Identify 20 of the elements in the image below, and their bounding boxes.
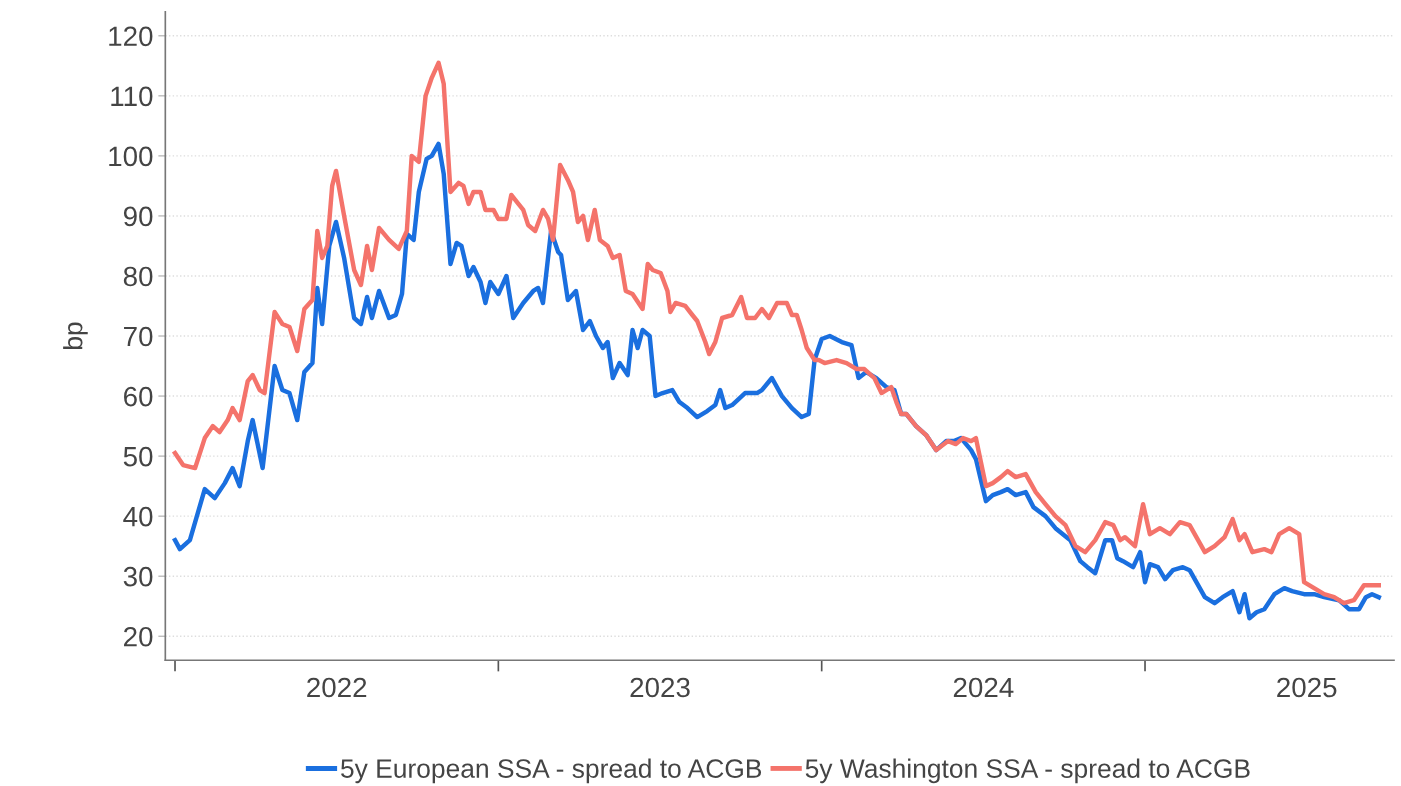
y-tick-label: 40 [123, 506, 153, 527]
y-tick-label: 110 [111, 86, 153, 107]
x-tick-label: 2025 [1277, 677, 1337, 698]
y-tick-label: 80 [123, 266, 153, 287]
y-tick-label: 70 [124, 326, 153, 347]
y-tick-label: 20 [124, 626, 153, 647]
y-tick-label: 60 [124, 386, 153, 407]
line-series [172, 60, 1382, 606]
x-tick-label: 2023 [630, 677, 690, 698]
y-tick-label: 120 [109, 26, 153, 47]
x-tick-label: 2024 [953, 677, 1014, 698]
y-tick-label: 50 [123, 446, 153, 467]
legend-label: 5y Washington SSA - spread to ACGB [805, 758, 1250, 784]
line-series [172, 141, 1382, 621]
legend-label: 5y European SSA - spread to ACGB [341, 758, 762, 784]
y-tick-label: 90 [123, 206, 153, 227]
y-tick-label: 100 [109, 146, 153, 167]
y-axis-title: bp [63, 322, 88, 349]
x-tick-label: 2022 [307, 677, 367, 698]
y-tick-label: 30 [123, 566, 153, 587]
